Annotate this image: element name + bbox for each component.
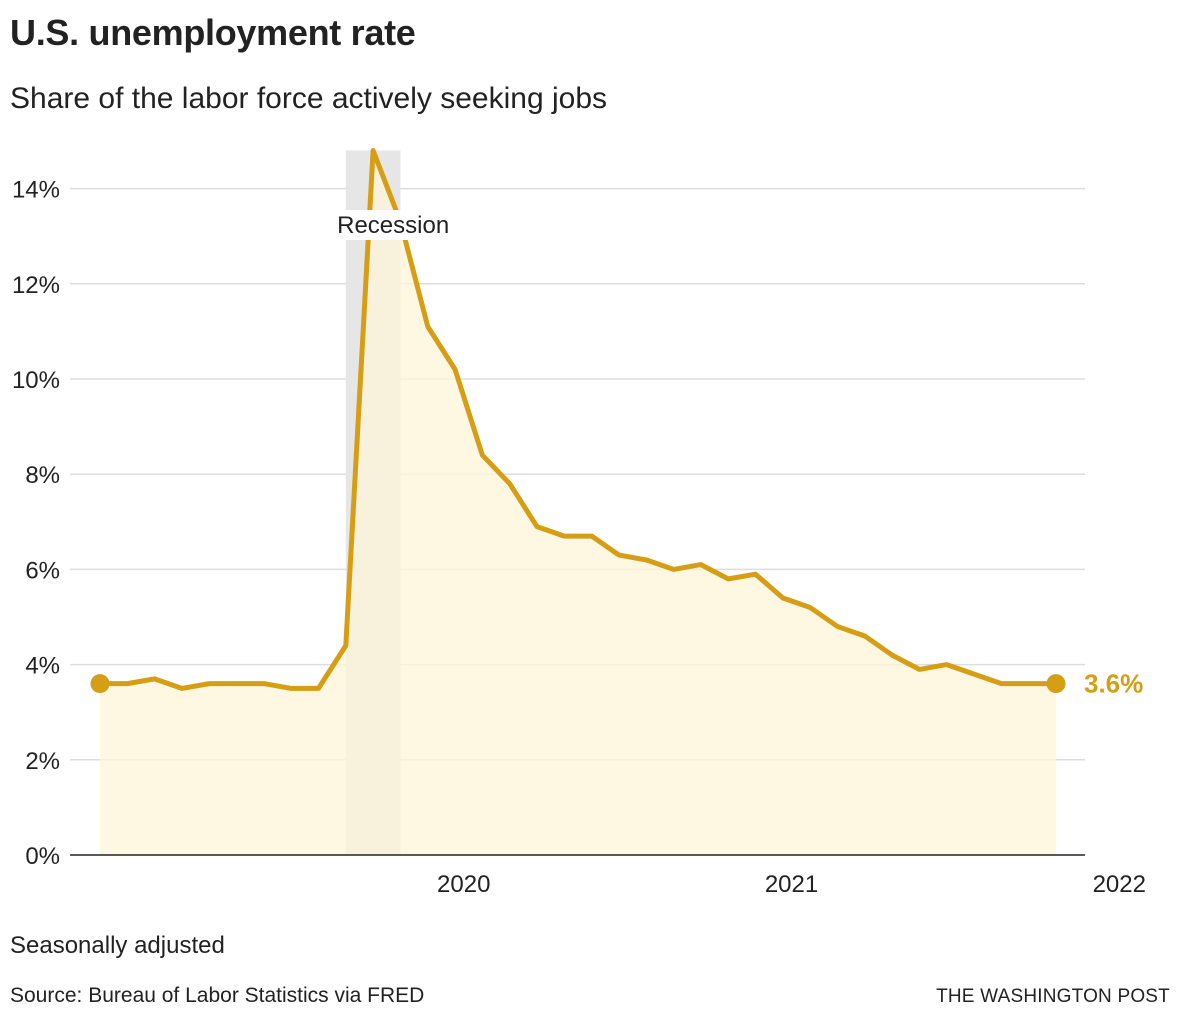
y-tick-label-10: 10%: [12, 367, 60, 394]
end-value-label: 3.6%: [1084, 669, 1143, 699]
chart-subtitle: Share of the labor force actively seekin…: [10, 82, 607, 115]
x-tick-label-2021: 2021: [765, 871, 818, 898]
start-point: [90, 674, 110, 694]
series-area: [100, 150, 1056, 855]
series-line: [97, 148, 1059, 691]
y-tick-label-2: 2%: [25, 748, 60, 775]
publisher-credit: THE WASHINGTON POST: [936, 986, 1170, 1007]
chart-title: U.S. unemployment rate: [10, 12, 416, 53]
unemployment-chart: 3.6% Recession 0% 2% 4% 6% 8% 10% 12% 14% 2020 2021…: [12, 148, 1146, 898]
recession-label: Recession: [337, 212, 449, 239]
adjustment-note: Seasonally adjusted: [10, 932, 225, 959]
y-tick-label-12: 12%: [12, 272, 60, 299]
y-tick-label-8: 8%: [25, 462, 60, 489]
x-tick-label-2020: 2020: [437, 871, 490, 898]
y-tick-label-14: 14%: [12, 177, 60, 204]
y-tick-label-4: 4%: [25, 653, 60, 680]
recession-label-bg: [331, 210, 456, 240]
x-tick-label-2022: 2022: [1093, 871, 1146, 898]
y-tick-label-6: 6%: [25, 557, 60, 584]
end-point: [1046, 674, 1066, 694]
source-line: Source: Bureau of Labor Statistics via F…: [10, 984, 425, 1007]
y-tick-label-0: 0%: [25, 843, 60, 870]
